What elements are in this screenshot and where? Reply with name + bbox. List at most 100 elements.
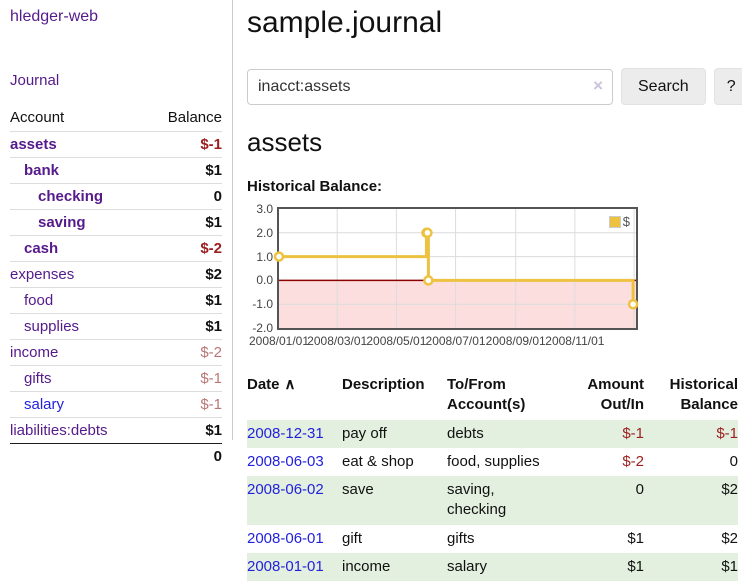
register-row: 2008-01-01 income salary $1 $1	[247, 552, 738, 581]
account-row: income $-2	[10, 339, 222, 366]
page-title: sample.journal	[247, 6, 443, 39]
register-header-amount[interactable]: Amount Out/In	[587, 376, 644, 414]
account-balance: $1	[205, 292, 222, 309]
account-link-food[interactable]: food	[24, 292, 54, 309]
transaction-balance: $2	[721, 481, 738, 498]
account-link-salary[interactable]: salary	[24, 396, 65, 413]
account-link-expenses[interactable]: expenses	[10, 266, 75, 283]
register-header-accounts[interactable]: To/From Account(s)	[447, 376, 526, 414]
accounts-header-balance: Balance	[167, 109, 222, 126]
search-input[interactable]	[247, 68, 613, 105]
transaction-description: eat & shop	[342, 452, 414, 470]
accounts-total-row: 0	[10, 443, 222, 470]
transaction-balance: $1	[721, 557, 738, 575]
y-tick-label: 2.0	[256, 225, 273, 240]
transaction-balance: $2	[721, 529, 738, 547]
x-tick-label: 2008/03/01	[307, 334, 368, 348]
help-button[interactable]: ?	[713, 68, 742, 105]
account-row: bank $1	[10, 157, 222, 184]
legend-swatch-icon	[608, 215, 621, 228]
x-tick-label: 2008/09/01	[485, 334, 546, 348]
register-header-description[interactable]: Description	[342, 376, 425, 393]
chart-svg	[273, 209, 639, 328]
transaction-accounts: salary	[447, 557, 488, 575]
transaction-date-link[interactable]: 2008-06-02	[247, 481, 324, 498]
account-link-liabilities-debts[interactable]: liabilities:debts	[10, 422, 108, 439]
account-row: expenses $2	[10, 261, 222, 288]
transaction-description: gift	[342, 529, 363, 547]
chart-label: Historical Balance:	[247, 178, 383, 195]
transaction-accounts: gifts	[447, 529, 475, 547]
account-row: assets $-1	[10, 131, 222, 158]
transaction-amount: $1	[627, 557, 644, 575]
account-balance: $-1	[200, 396, 222, 413]
transaction-balance: $-1	[716, 424, 738, 442]
account-balance: $1	[205, 422, 222, 439]
accounts-total-value: 0	[213, 448, 222, 465]
account-link-cash[interactable]: cash	[24, 240, 59, 257]
account-balance: $-1	[200, 136, 222, 153]
account-balance: $2	[205, 266, 222, 283]
x-tick-label: 2008/05/01	[366, 334, 427, 348]
transaction-amount: $1	[627, 529, 644, 547]
register-row: 2008-06-01 gift gifts $1 $2	[247, 525, 738, 553]
account-balance: $-1	[200, 370, 222, 387]
transaction-description: pay off	[342, 424, 387, 442]
account-title: assets	[247, 127, 323, 157]
chart-legend: $	[606, 213, 632, 230]
y-tick-label: 0.0	[256, 273, 273, 288]
transaction-amount: $-1	[622, 424, 644, 442]
transaction-description: save	[342, 481, 374, 498]
y-tick-label: -2.0	[252, 321, 273, 335]
account-balance: $-2	[200, 344, 222, 361]
sidebar: hledger-web Journal Account Balance asse…	[0, 0, 233, 465]
sidebar-item-journal[interactable]: Journal	[10, 72, 60, 89]
y-tick-label: -1.0	[252, 297, 273, 312]
brand: hledger-web	[10, 8, 222, 26]
account-balance: $1	[205, 162, 222, 179]
transaction-date-link[interactable]: 2008-12-31	[247, 424, 324, 442]
register-header-balance[interactable]: Historical Balance	[669, 376, 738, 414]
register-table: Date ∧ Description To/From Account(s) Amo…	[247, 373, 738, 581]
account-balance: $-2	[200, 240, 222, 257]
transaction-accounts: debts	[447, 424, 484, 442]
accounts-table: Account Balance assets $-1 bank $1 checking 0…	[10, 105, 222, 469]
account-row: supplies $1	[10, 313, 222, 340]
transaction-amount: 0	[635, 481, 644, 498]
account-row: gifts $-1	[10, 365, 222, 392]
account-row: cash $-2	[10, 235, 222, 262]
account-row: saving $1	[10, 209, 222, 236]
y-tick-label: 3.0	[256, 202, 273, 216]
account-link-checking[interactable]: checking	[38, 188, 104, 205]
x-tick-label: 2008/07/01	[425, 334, 486, 348]
transaction-description: income	[342, 557, 391, 575]
brand-link[interactable]: hledger-web	[10, 8, 99, 25]
account-row: food $1	[10, 287, 222, 314]
search-button[interactable]: Search	[621, 68, 706, 105]
y-tick-label: 1.0	[256, 249, 273, 264]
transaction-date-link[interactable]: 2008-06-03	[247, 452, 324, 470]
account-link-assets[interactable]: assets	[10, 136, 57, 153]
x-tick-label: 2008/11/01	[545, 334, 605, 348]
account-row: liabilities:debts $1	[10, 417, 222, 444]
account-link-saving[interactable]: saving	[38, 214, 86, 231]
transaction-amount: $-2	[622, 452, 644, 470]
account-balance: $1	[205, 214, 222, 231]
register-row: 2008-06-02 save saving, checking 0 $2	[247, 476, 738, 525]
transaction-date-link[interactable]: 2008-01-01	[247, 557, 324, 575]
transaction-date-link[interactable]: 2008-06-01	[247, 529, 324, 547]
search-form: × Search ?	[247, 68, 742, 105]
account-link-income[interactable]: income	[10, 344, 59, 361]
account-link-bank[interactable]: bank	[24, 162, 60, 179]
transaction-accounts: food, supplies	[447, 452, 540, 470]
register-row: 2008-12-31 pay off debts $-1 $-1	[247, 419, 738, 448]
register-header-date[interactable]: Date ∧	[247, 376, 296, 393]
account-row: salary $-1	[10, 391, 222, 418]
account-link-gifts[interactable]: gifts	[24, 370, 52, 387]
clear-search-icon[interactable]: ×	[593, 75, 603, 95]
main-content: sample.journal × Search ? assets Histori…	[233, 0, 742, 581]
account-link-supplies[interactable]: supplies	[24, 318, 80, 335]
search-box: ×	[247, 68, 613, 105]
accounts-header-account: Account	[10, 109, 65, 126]
